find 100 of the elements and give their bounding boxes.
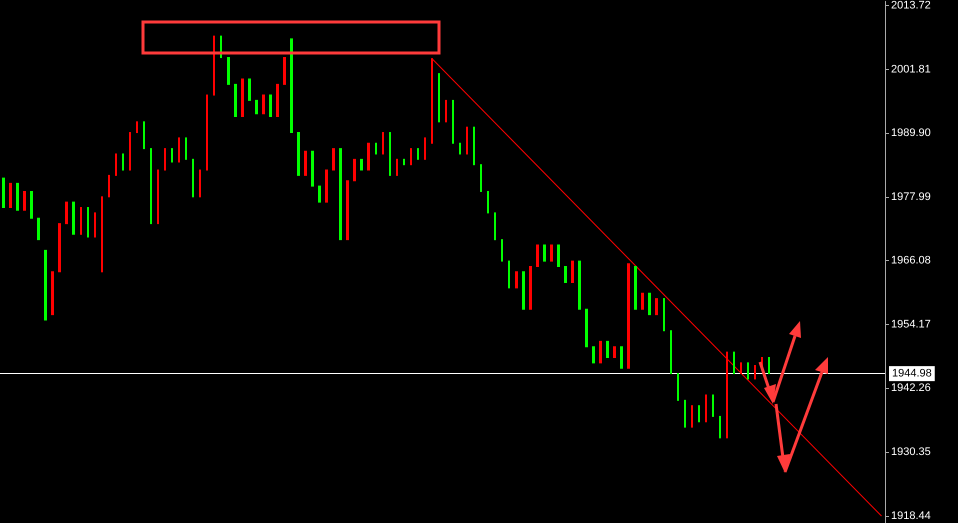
candlestick [389, 132, 391, 176]
candlestick [740, 362, 742, 374]
candlestick [23, 190, 26, 211]
candlestick [677, 373, 679, 401]
candlestick [150, 148, 152, 224]
candlestick [571, 260, 574, 284]
candlestick [44, 250, 47, 321]
ref-line-label: 1944.98 [892, 368, 932, 380]
candlestick [494, 212, 496, 240]
candlestick [122, 153, 124, 171]
candlestick [192, 158, 194, 198]
candlestick [353, 158, 356, 182]
candlestick [543, 244, 546, 262]
candlestick [72, 202, 75, 235]
candlestick [297, 132, 300, 176]
candlestick [585, 308, 588, 348]
candlestick [620, 346, 623, 369]
candlestick [332, 148, 335, 171]
candlestick [58, 223, 61, 272]
candlestick [115, 153, 117, 176]
candlestick [375, 142, 377, 154]
y-tick-label: 1989.90 [891, 127, 931, 140]
candlestick [325, 170, 328, 203]
candlestick [382, 132, 384, 154]
candlestick [403, 158, 405, 166]
candlestick [283, 57, 286, 85]
candlestick [627, 263, 630, 369]
candlestick [51, 271, 54, 316]
y-tick-label: 1966.08 [891, 254, 931, 267]
candlestick [634, 266, 637, 310]
candlestick [691, 405, 693, 428]
y-tick-label: 1930.35 [891, 446, 931, 458]
candlestick [655, 298, 658, 316]
candlestick [318, 186, 321, 203]
candlestick [459, 142, 461, 154]
candlestick [269, 94, 272, 117]
candlestick [648, 292, 651, 316]
candlestick [255, 100, 258, 114]
candlestick [508, 260, 510, 288]
candlestick [613, 346, 616, 358]
candlestick [143, 121, 145, 150]
candlestick [529, 266, 532, 310]
candlestick [592, 346, 595, 364]
candlestick [157, 170, 159, 224]
candlestick [747, 362, 749, 380]
candlestick [234, 84, 237, 117]
candlestick [30, 190, 33, 219]
candlestick [65, 202, 68, 224]
candlestick [9, 182, 12, 208]
candlestick [108, 174, 110, 198]
candlestick [304, 150, 307, 176]
candlestick [360, 158, 363, 171]
candlestick [536, 244, 539, 267]
candlestick [417, 148, 419, 160]
candlestick [339, 148, 342, 240]
candlestick [396, 158, 398, 176]
candlestick [227, 57, 230, 85]
y-tick-label: 1977.99 [891, 190, 931, 203]
candlestick [101, 196, 103, 272]
candlestick [410, 148, 412, 166]
candlestick [473, 126, 475, 166]
candlestick [606, 340, 609, 358]
candlestick [501, 239, 503, 262]
candlestick [522, 271, 525, 310]
candlestick [87, 207, 89, 238]
candlestick [213, 36, 215, 96]
y-tick-label: 1942.26 [891, 382, 931, 394]
candlestick [311, 150, 314, 187]
candlestick [37, 218, 40, 240]
candlestick [670, 330, 672, 374]
candlestick [367, 142, 370, 171]
candlestick [466, 126, 468, 154]
candlestick [578, 260, 581, 310]
candlestick [445, 100, 447, 122]
candlestick [178, 137, 180, 163]
candlestick [768, 357, 770, 374]
candlestick [171, 148, 173, 163]
candlestick [754, 365, 756, 380]
y-tick-label: 1954.17 [891, 318, 931, 330]
candlestick [452, 100, 454, 144]
candlestick [564, 266, 567, 284]
candlestick [199, 170, 201, 198]
y-tick-label: 2001.81 [891, 63, 931, 76]
candlestick [705, 394, 707, 422]
candlestick [698, 405, 700, 422]
candlestick [164, 148, 166, 171]
candlestick [262, 94, 265, 114]
candlestick [16, 182, 19, 211]
candlestick [712, 394, 714, 417]
candlestick [129, 132, 131, 171]
candlestick [80, 207, 82, 235]
candlestick [136, 121, 138, 134]
candlestick [487, 190, 489, 214]
y-tick-label: 2013.72 [891, 0, 931, 12]
candlestick [290, 38, 293, 134]
candlestick [185, 137, 187, 160]
candlestick [515, 271, 518, 288]
candlestick [726, 352, 728, 438]
candlestick [663, 298, 665, 332]
candlestick [733, 352, 735, 374]
